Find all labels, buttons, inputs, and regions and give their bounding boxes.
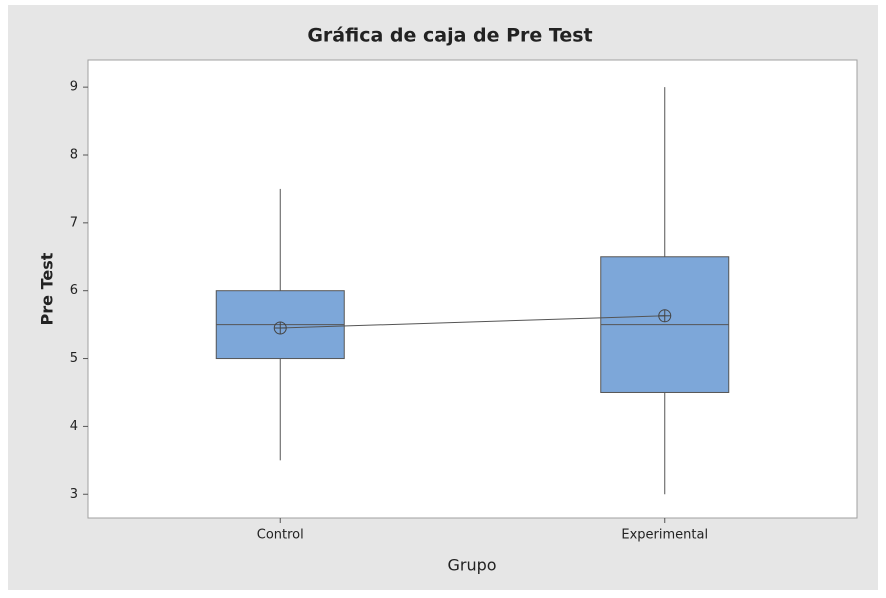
mean-connect-line	[280, 315, 665, 329]
x-tick-label: Experimental	[621, 528, 708, 543]
y-tick-label: 7	[70, 215, 78, 230]
x-tick-label: Control	[257, 528, 304, 543]
y-tick-label: 5	[70, 351, 78, 366]
mean-symbol	[658, 309, 672, 323]
y-tick-label: 8	[70, 147, 78, 162]
plot-area	[87, 59, 858, 519]
y-tick-label: 4	[70, 419, 78, 434]
y-tick-label: 3	[70, 487, 78, 502]
y-tick-label: 9	[70, 80, 78, 95]
x-axis-label: Grupo	[447, 556, 496, 575]
mean-symbol	[273, 321, 287, 335]
y-axis-label: Pre Test	[38, 252, 57, 325]
chart-title: Gráfica de caja de Pre Test	[307, 25, 592, 47]
y-tick-label: 6	[70, 283, 78, 298]
